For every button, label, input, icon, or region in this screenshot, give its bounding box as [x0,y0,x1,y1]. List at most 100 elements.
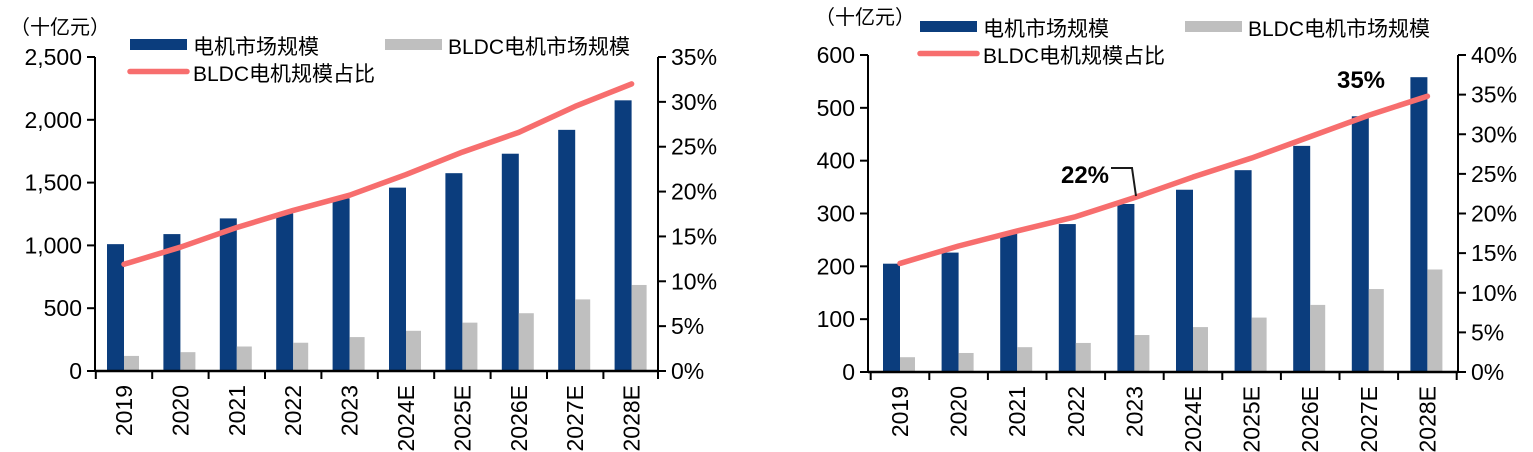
y-axis-right-tick-label: 35% [1471,82,1517,108]
annotation-connector [1111,167,1137,197]
bar-bldc-market [1134,335,1150,372]
y-axis-left-tick-label: 2,500 [24,44,82,70]
legend-label: BLDC电机规模占比 [193,63,375,86]
legend-label: 电机市场规模 [193,36,319,59]
x-tick-label: 2021 [1004,386,1030,437]
y-axis-right-tick-label: 15% [1471,240,1517,266]
bar-bldc-market [406,330,421,371]
legend-swatch [130,39,187,50]
y-axis-right-tick-label: 15% [671,223,717,249]
trend-line [897,93,1431,267]
bar-motor-market [1117,203,1135,372]
y-axis-left-tick-label: 300 [817,201,855,227]
y-axis-right-tick-label: 20% [1471,201,1517,227]
x-tick-label: 2028E [619,385,645,452]
bar-motor-market [1176,189,1193,372]
x-tick-label: 2023 [1121,386,1147,437]
y-axis-right-tick-label: 5% [1471,319,1504,345]
y-axis-right-tick-label: 10% [1471,280,1517,306]
bar-bldc-market [900,357,915,372]
right-chart-canvas: （十亿元） 0 100 200 300 400 500 600 0% 5% 10% 15% 20% 25%… [815,6,1517,452]
x-tick-label: 2022 [280,385,306,436]
bar-bldc-market [631,284,647,371]
y-axis-left-tick-label: 500 [817,95,855,121]
x-tick-label: 2021 [224,385,250,436]
y-axis-left-tick-label: 100 [817,306,855,332]
bar-motor-market [107,244,124,371]
bar-bldc-market [1193,327,1208,372]
y-axis-right-tick-label: 10% [671,268,717,294]
y-axis-right-tick-label: 0% [1471,359,1504,385]
legend-swatch [1185,21,1242,32]
y-axis-right-tick-label: 25% [1471,161,1517,187]
bar-bldc-market [349,337,365,371]
bar-motor-market [1058,224,1076,372]
bar-motor-market [163,234,181,371]
bar-motor-market [445,173,463,371]
y-axis-right-tick-label: 0% [671,358,704,384]
bar-motor-market [501,153,519,371]
x-tick-label: 2023 [337,385,363,436]
legend-label: 电机市场规模 [983,18,1109,41]
right-chart: （十亿元） 0 100 200 300 400 500 600 0% 5% 10% 15% 20% 25%… [767,0,1533,452]
y-axis-left-tick-label: 600 [817,42,855,68]
x-tick-label: 2019 [111,385,137,436]
annotation-label: 35% [1337,67,1385,94]
y-axis-left-tick-label: 500 [44,295,82,321]
legend-label: BLDC电机市场规模 [448,36,630,59]
x-tick-label: 2024E [1180,386,1206,452]
y-axis-right-tick-label: 30% [671,89,717,115]
bar-motor-market [1351,116,1369,372]
legend-swatch [385,39,442,50]
x-tick-label: 2019 [887,386,913,437]
legend-label: BLDC电机规模占比 [983,45,1165,68]
x-tick-label: 2027E [562,385,588,452]
x-tick-label: 2025E [449,385,475,452]
legend-swatch [920,21,977,32]
y-axis-right-tick-label: 20% [671,179,717,205]
x-tick-label: 2024E [393,385,419,452]
x-tick-label: 2027E [1356,386,1382,452]
unit-label: （十亿元） [10,16,110,39]
y-axis-left-tick-label: 0 [69,358,82,384]
bar-motor-market [389,187,406,371]
x-tick-label: 2026E [506,385,532,452]
bar-bldc-market [180,352,196,371]
bar-bldc-market [1075,342,1091,372]
bar-motor-market [276,213,294,371]
bar-bldc-market [1310,304,1326,372]
bar-motor-market [1293,145,1311,372]
x-tick-label: 2028E [1414,386,1440,452]
y-axis-right-tick-label: 5% [671,313,704,339]
unit-label: （十亿元） [815,6,915,29]
y-axis-right-tick-label: 30% [1471,121,1517,147]
bar-bldc-market [1427,269,1443,372]
x-tick-label: 2025E [1239,386,1265,452]
y-axis-right-tick-label: 35% [671,44,717,70]
bar-motor-market [332,198,350,371]
x-tick-label: 2026E [1297,386,1323,452]
bar-bldc-market [1251,317,1267,372]
bar-bldc-market [1017,347,1033,372]
y-axis-left-tick-label: 0 [842,359,855,385]
bar-bldc-market [1368,289,1384,372]
x-tick-label: 2020 [946,386,972,437]
trend-line [121,81,635,267]
left-chart-canvas: （十亿元） 0 500 1,000 1,500 2,000 2,500 0% 5% 10% 15% 2… [10,16,717,452]
y-axis-right-tick-label: 40% [1471,42,1517,68]
y-axis-left-tick-label: 1,500 [24,170,82,196]
x-tick-label: 2020 [167,385,193,436]
bar-motor-market [1234,170,1252,372]
bar-bldc-market [575,299,591,371]
legend-label: BLDC电机市场规模 [1248,18,1430,41]
bar-bldc-market [462,322,478,371]
bar-bldc-market [518,313,534,371]
y-axis-left-tick-label: 400 [817,148,855,174]
y-axis-left-tick-label: 1,000 [24,232,82,258]
annotation-label: 22% [1061,162,1109,189]
y-axis-left-tick-label: 200 [817,253,855,279]
bar-motor-market [1410,77,1428,372]
bar-bldc-market [124,355,139,371]
bar-bldc-market [236,346,252,371]
bar-motor-market [614,100,632,371]
